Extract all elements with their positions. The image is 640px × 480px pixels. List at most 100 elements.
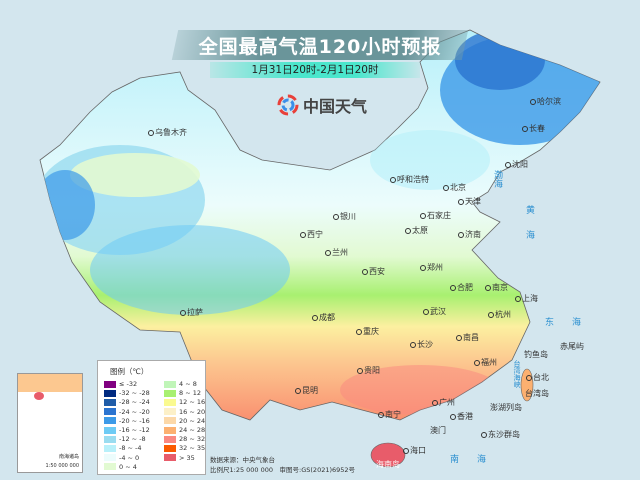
city-label: 天津 — [458, 197, 481, 207]
legend-label: -8 ~ -4 — [119, 444, 142, 453]
legend-swatch — [104, 454, 116, 462]
city-label: 南京 — [485, 283, 508, 293]
legend-item: 4 ~ 8 — [164, 380, 197, 388]
south-china-sea-inset: 南海诸岛 1:50 000 000 — [17, 373, 83, 473]
legend-label: 28 ~ 32 — [179, 435, 206, 444]
legend-swatch — [164, 389, 176, 397]
city-label: 乌鲁木齐 — [148, 128, 187, 138]
place-label: 海南岛 — [376, 460, 400, 469]
sea-label: 台湾海峡 — [513, 360, 521, 388]
legend-swatch — [164, 454, 176, 462]
logo: 中国天气 — [277, 93, 367, 117]
city-label: 昆明 — [295, 386, 318, 396]
legend-label: -20 ~ -16 — [119, 416, 150, 425]
legend-label: 32 ~ 35 — [179, 444, 206, 453]
city-label: 上海 — [515, 294, 538, 304]
legend-label: -12 ~ -8 — [119, 435, 146, 444]
city-label: 哈尔滨 — [530, 97, 561, 107]
legend-swatch — [104, 435, 116, 443]
subtitle-banner — [210, 62, 420, 78]
legend-item: -32 ~ -28 — [104, 389, 150, 397]
legend-label: ≤ -32 — [119, 380, 138, 388]
city-label: 重庆 — [356, 327, 379, 337]
legend-swatch — [164, 426, 176, 434]
legend-label: -4 ~ 0 — [119, 453, 140, 462]
city-label: 沈阳 — [505, 160, 528, 170]
city-label: 杭州 — [488, 310, 511, 320]
china-weather-swirl-logo-icon — [277, 94, 299, 116]
inset-title: 南海诸岛 — [58, 454, 79, 460]
legend-swatch — [104, 380, 116, 388]
place-label: 澎湖列岛 — [490, 403, 522, 412]
legend-swatch — [104, 398, 116, 406]
place-label: 东沙群岛 — [481, 430, 520, 440]
legend-item: 0 ~ 4 — [104, 463, 137, 471]
legend-item: 16 ~ 20 — [164, 408, 205, 416]
legend-label: -24 ~ -20 — [119, 407, 150, 416]
inset-scale: 1:50 000 000 — [45, 463, 80, 469]
city-label: 济南 — [458, 230, 481, 240]
legend-label: -28 ~ -24 — [119, 398, 150, 407]
city-label: 兰州 — [325, 248, 348, 258]
legend-swatch — [104, 426, 116, 434]
legend-label: 24 ~ 28 — [179, 426, 206, 434]
place-label: 钓鱼岛 — [524, 350, 548, 359]
city-label: 太原 — [405, 226, 428, 236]
city-label: 合肥 — [450, 283, 473, 293]
legend-item: > 35 — [164, 454, 195, 462]
logo-text: 中国天气 — [303, 97, 368, 116]
city-label: 石家庄 — [420, 211, 451, 221]
city-label: 长春 — [522, 124, 545, 134]
sea-label: 渤海 — [492, 170, 502, 188]
city-label: 海口 — [403, 446, 426, 456]
data-source: 数据来源：中央气象台 — [210, 456, 275, 464]
legend-swatch — [104, 417, 116, 425]
legend-item: 28 ~ 32 — [164, 435, 205, 443]
city-label: 南昌 — [456, 333, 479, 343]
city-label: 西宁 — [300, 230, 323, 240]
city-label: 澳门 — [430, 426, 446, 435]
legend-label: > 35 — [179, 453, 195, 462]
legend-item: -4 ~ 0 — [104, 454, 139, 462]
legend-item: -28 ~ -24 — [104, 398, 150, 406]
legend-swatch — [164, 435, 176, 443]
city-label: 广州 — [432, 398, 455, 408]
sea-label: 南海 — [450, 455, 505, 465]
city-label: 银川 — [333, 212, 356, 222]
legend-swatch — [104, 408, 116, 416]
city-label: 北京 — [443, 183, 466, 193]
place-label: 赤尾屿 — [560, 342, 584, 351]
legend-item: 8 ~ 12 — [164, 389, 201, 397]
legend-item: 12 ~ 16 — [164, 398, 205, 406]
legend-label: -16 ~ -12 — [119, 426, 150, 434]
legend-swatch — [104, 444, 116, 452]
legend-swatch — [104, 389, 116, 397]
city-label: 长沙 — [410, 340, 433, 350]
legend: 图例（℃） ≤ -32 -32 ~ -28 -28 ~ -24 -24 ~ -20 -2… — [97, 360, 206, 475]
legend-swatch — [164, 417, 176, 425]
legend-item: -16 ~ -12 — [104, 426, 150, 434]
legend-item: 32 ~ 35 — [164, 444, 205, 452]
footer: 数据来源：中央气象台 比例尺1:25 000 000 审图号:GS(2021)6… — [210, 455, 355, 475]
city-label: 福州 — [474, 358, 497, 368]
legend-swatch — [164, 380, 176, 388]
legend-label: 0 ~ 4 — [119, 462, 137, 471]
legend-swatch — [164, 408, 176, 416]
city-label: 成都 — [312, 313, 335, 323]
legend-title: 图例（℃） — [110, 367, 149, 376]
legend-label: 20 ~ 24 — [179, 416, 206, 425]
city-label: 西安 — [362, 267, 385, 277]
legend-label: 12 ~ 16 — [179, 398, 206, 407]
place-label: 台湾岛 — [525, 389, 549, 398]
legend-item: ≤ -32 — [104, 380, 137, 388]
city-label: 拉萨 — [180, 308, 203, 318]
legend-item: -12 ~ -8 — [104, 435, 146, 443]
city-label: 郑州 — [420, 263, 443, 273]
legend-item: -20 ~ -16 — [104, 417, 150, 425]
legend-label: -32 ~ -28 — [119, 389, 150, 398]
legend-label: 8 ~ 12 — [179, 389, 201, 398]
city-label: 南宁 — [378, 410, 401, 420]
city-label: 呼和浩特 — [390, 175, 429, 185]
city-label: 贵阳 — [357, 366, 380, 376]
sea-label: 东海 — [545, 318, 600, 328]
